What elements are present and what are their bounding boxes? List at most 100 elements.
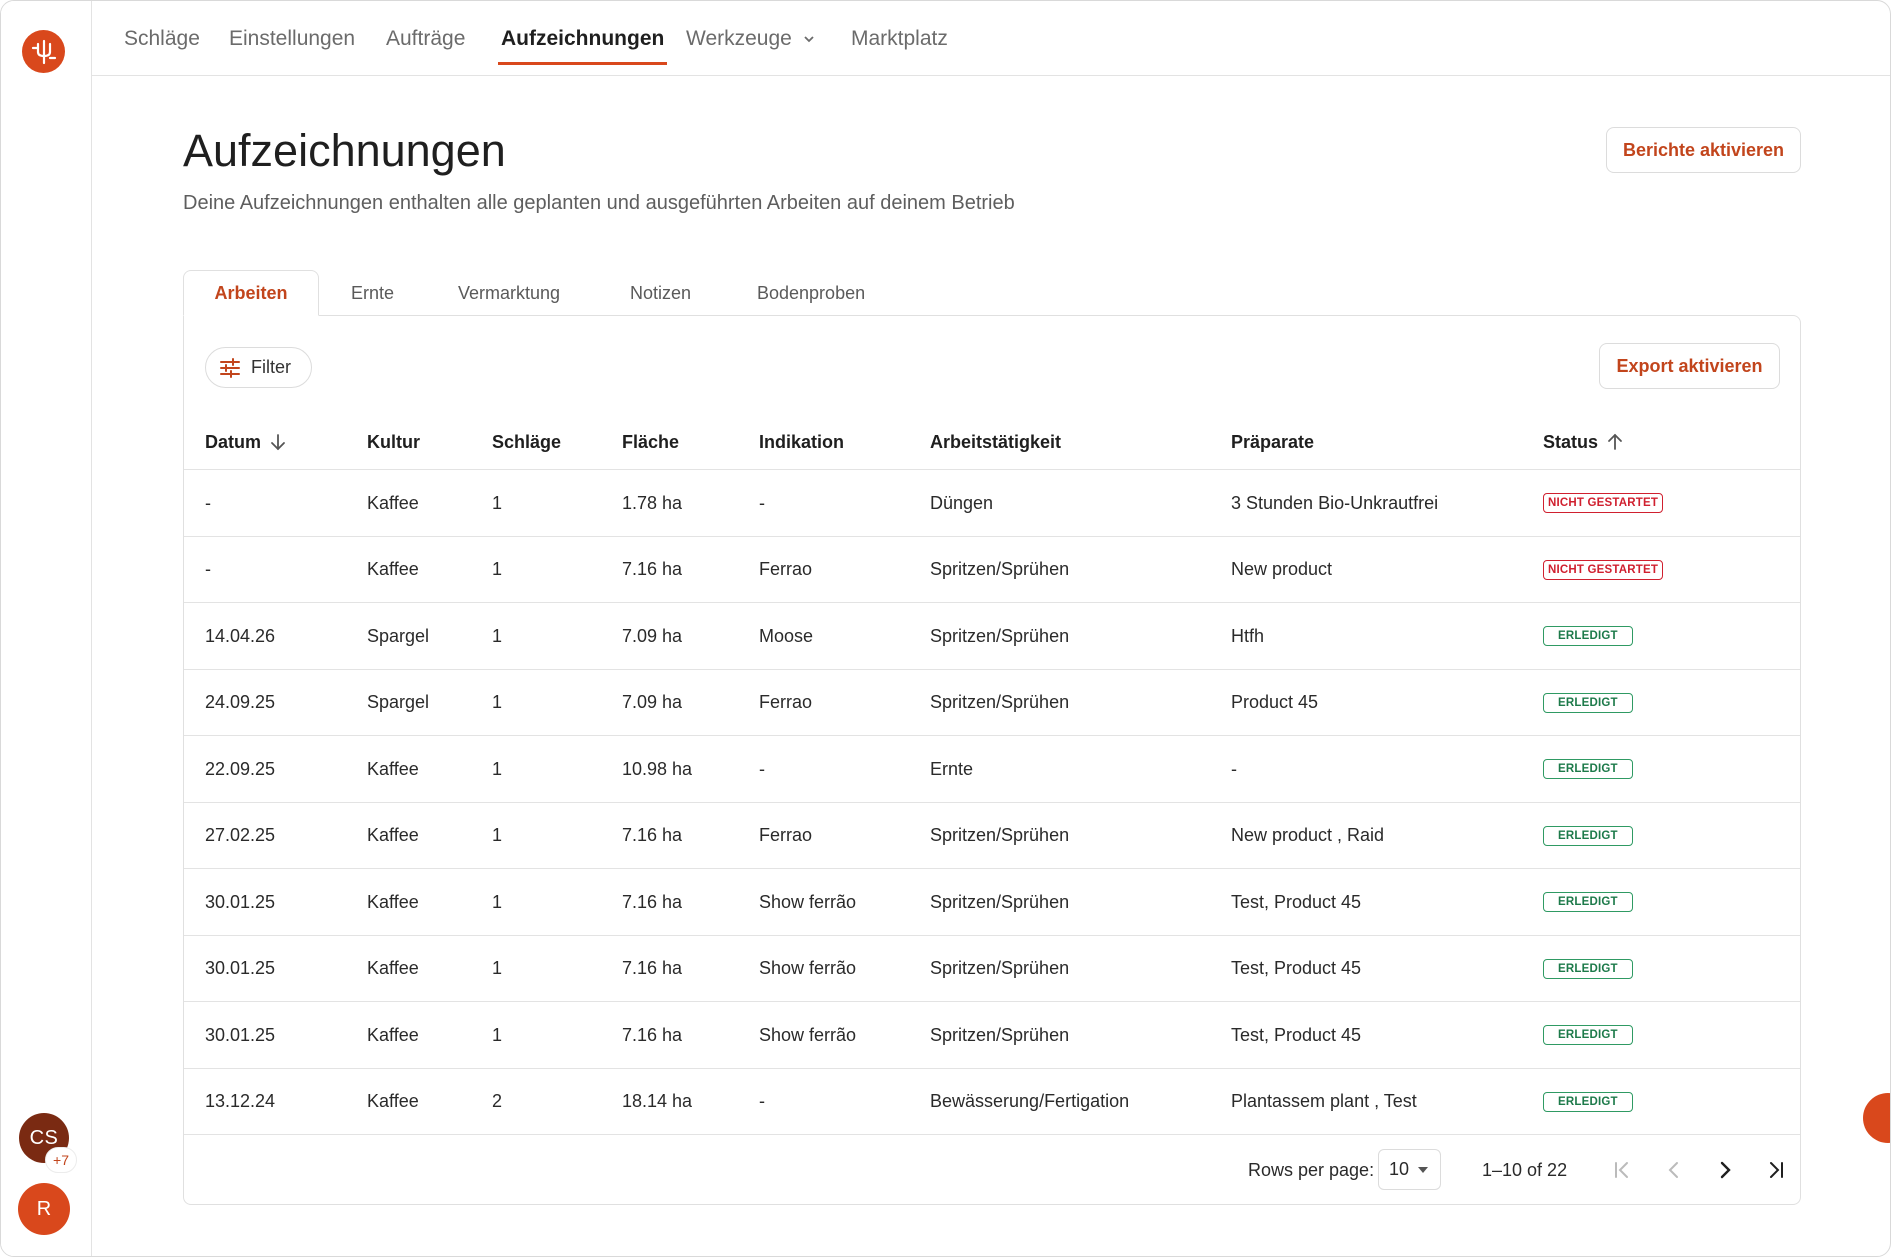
column-header-status-label: Status [1543, 431, 1599, 452]
cell-schlaege: 2 [492, 1091, 503, 1111]
cell-datum: - [205, 559, 211, 579]
nav-item-werkzeuge[interactable]: Werkzeuge [686, 1, 816, 76]
tab-arbeiten[interactable]: Arbeiten [183, 270, 319, 316]
status-badge: ERLEDIGT [1543, 759, 1633, 779]
table-row[interactable]: - Kaffee 1 7.16 ha Ferrao Spritzen/Sprühen New… [184, 537, 1800, 603]
cell-kultur: Kaffee [367, 891, 419, 912]
column-header-kultur[interactable]: Kultur [367, 431, 420, 452]
nav-item-aufzeichnungen-label: Aufzeichnungen [501, 26, 665, 50]
last-page-icon[interactable] [1762, 1156, 1790, 1184]
table-row[interactable]: 14.04.26 Spargel 1 7.09 ha Moose Spritzen/Spr… [184, 603, 1800, 670]
filter-label: Filter [251, 357, 291, 377]
user-avatar[interactable]: R [18, 1183, 70, 1235]
cell-schlaege: 1 [492, 758, 503, 779]
cell-kultur: Kaffee [367, 492, 419, 513]
tab-ernte[interactable]: Ernte [351, 282, 395, 303]
cell-praeparate: New product , Raid [1231, 825, 1385, 845]
cell-flaeche: 7.16 ha [622, 559, 683, 579]
chevron-down-icon [804, 35, 814, 42]
column-header-datum[interactable]: Datum [205, 414, 287, 470]
cell-indikation: Show ferrão [759, 958, 857, 978]
cell-flaeche: 18.14 ha [622, 1091, 693, 1111]
active-nav-indicator [498, 62, 668, 65]
table-row[interactable]: - Kaffee 1 1.78 ha - Düngen 3 Stunden Bio-Unkr… [184, 470, 1800, 537]
first-page-icon[interactable] [1608, 1156, 1636, 1184]
cell-praeparate: - [1231, 758, 1237, 779]
activate-export-button[interactable]: Export aktivieren [1599, 343, 1780, 389]
cell-arbeitstaetigkeit: Spritzen/Sprühen [930, 958, 1070, 978]
cell-praeparate: Test, Product 45 [1231, 1024, 1362, 1045]
activate-reports-button[interactable]: Berichte aktivieren [1606, 127, 1801, 173]
cell-flaeche: 7.09 ha [622, 625, 683, 646]
cell-schlaege: 1 [492, 891, 503, 912]
column-header-indikation[interactable]: Indikation [759, 431, 844, 452]
status-badge: ERLEDIGT [1543, 692, 1633, 713]
cell-status: ERLEDIGT [1543, 936, 1633, 1002]
cell-schlaege: 1 [492, 825, 503, 845]
nav-item-werkzeuge-label: Werkzeuge [686, 26, 792, 50]
table-row[interactable]: 22.09.25 Kaffee 1 10.98 ha - Ernte - ERLEDIGT [184, 736, 1800, 803]
column-header-datum-label: Datum [205, 431, 262, 452]
cell-kultur: Kaffee [367, 825, 419, 845]
cell-kultur: Spargel [367, 692, 430, 712]
table-row[interactable]: 30.01.25 Kaffee 1 7.16 ha Show ferrão Spritze… [184, 936, 1800, 1002]
tab-notizen[interactable]: Notizen [630, 282, 692, 303]
column-header-schlaege[interactable]: Schläge [492, 431, 562, 452]
cell-indikation: Moose [759, 625, 814, 646]
nav-item-aufzeichnungen[interactable]: Aufzeichnungen [498, 1, 668, 76]
cell-arbeitstaetigkeit: Düngen [930, 492, 994, 513]
column-header-flaeche[interactable]: Fläche [622, 431, 680, 452]
previous-page-icon[interactable] [1660, 1156, 1688, 1184]
cell-arbeitstaetigkeit: Ernte [930, 758, 974, 779]
cell-status: ERLEDIGT [1543, 736, 1633, 802]
cell-indikation: Ferrao [759, 825, 813, 845]
nav-item-einstellungen[interactable]: Einstellungen [229, 26, 356, 50]
cell-schlaege: 1 [492, 692, 503, 712]
rows-per-page-value: 10 [1389, 1159, 1410, 1179]
cell-flaeche: 10.98 ha [622, 758, 693, 779]
cell-flaeche: 7.16 ha [622, 891, 683, 912]
chat-bubble-icon[interactable] [1863, 1093, 1890, 1143]
status-badge: ERLEDIGT [1543, 958, 1633, 979]
cell-kultur: Kaffee [367, 1091, 419, 1111]
rows-per-page-select[interactable]: 10 [1378, 1149, 1441, 1190]
table-row[interactable]: 13.12.24 Kaffee 2 18.14 ha - Bewässerung/Fert… [184, 1069, 1800, 1135]
team-extra-count-badge[interactable]: +7 [45, 1147, 77, 1173]
cell-status: ERLEDIGT [1543, 1002, 1633, 1068]
arrow-down-icon [271, 434, 285, 451]
filter-button[interactable]: Filter [205, 347, 312, 388]
cell-flaeche: 7.09 ha [622, 692, 683, 712]
cell-arbeitstaetigkeit: Spritzen/Sprühen [930, 1024, 1070, 1045]
cell-praeparate: Plantassem plant , Test [1231, 1091, 1417, 1111]
cell-flaeche: 7.16 ha [622, 1024, 683, 1045]
cell-arbeitstaetigkeit: Bewässerung/Fertigation [930, 1091, 1130, 1111]
table-row[interactable]: 27.02.25 Kaffee 1 7.16 ha Ferrao Spritzen/Spr… [184, 803, 1800, 869]
farm-logo-icon[interactable] [22, 30, 65, 73]
status-badge: ERLEDIGT [1543, 825, 1633, 846]
nav-item-marktplatz[interactable]: Marktplatz [851, 26, 948, 50]
status-badge: NICHT GESTARTET [1543, 493, 1664, 513]
column-header-praeparate[interactable]: Präparate [1231, 431, 1315, 452]
cell-praeparate: Test, Product 45 [1231, 958, 1362, 978]
cell-schlaege: 1 [492, 958, 503, 978]
column-header-arbeitstaetigkeit[interactable]: Arbeitstätigkeit [930, 431, 1062, 452]
status-badge: NICHT GESTARTET [1543, 559, 1664, 580]
table-row[interactable]: 30.01.25 Kaffee 1 7.16 ha Show ferrão Spritze… [184, 1002, 1800, 1069]
cell-datum: 27.02.25 [205, 825, 276, 845]
cell-indikation: - [759, 758, 765, 779]
sidebar: CS +7 R [1, 1, 92, 1256]
nav-item-auftraege[interactable]: Aufträge [386, 26, 466, 50]
cell-status: ERLEDIGT [1543, 803, 1633, 869]
cell-status: ERLEDIGT [1543, 869, 1633, 935]
cell-indikation: Ferrao [759, 692, 813, 712]
column-header-status[interactable]: Status [1543, 414, 1624, 470]
cell-datum: - [205, 492, 211, 513]
tab-vermarktung[interactable]: Vermarktung [458, 282, 561, 303]
next-page-icon[interactable] [1711, 1156, 1739, 1184]
cell-flaeche: 7.16 ha [622, 958, 683, 978]
nav-item-schlaege[interactable]: Schläge [124, 26, 200, 50]
table-row[interactable]: 24.09.25 Spargel 1 7.09 ha Ferrao Spritzen/Sp… [184, 670, 1800, 736]
tab-bodenproben[interactable]: Bodenproben [757, 282, 866, 303]
table-row[interactable]: 30.01.25 Kaffee 1 7.16 ha Show ferrão Spritze… [184, 869, 1800, 936]
